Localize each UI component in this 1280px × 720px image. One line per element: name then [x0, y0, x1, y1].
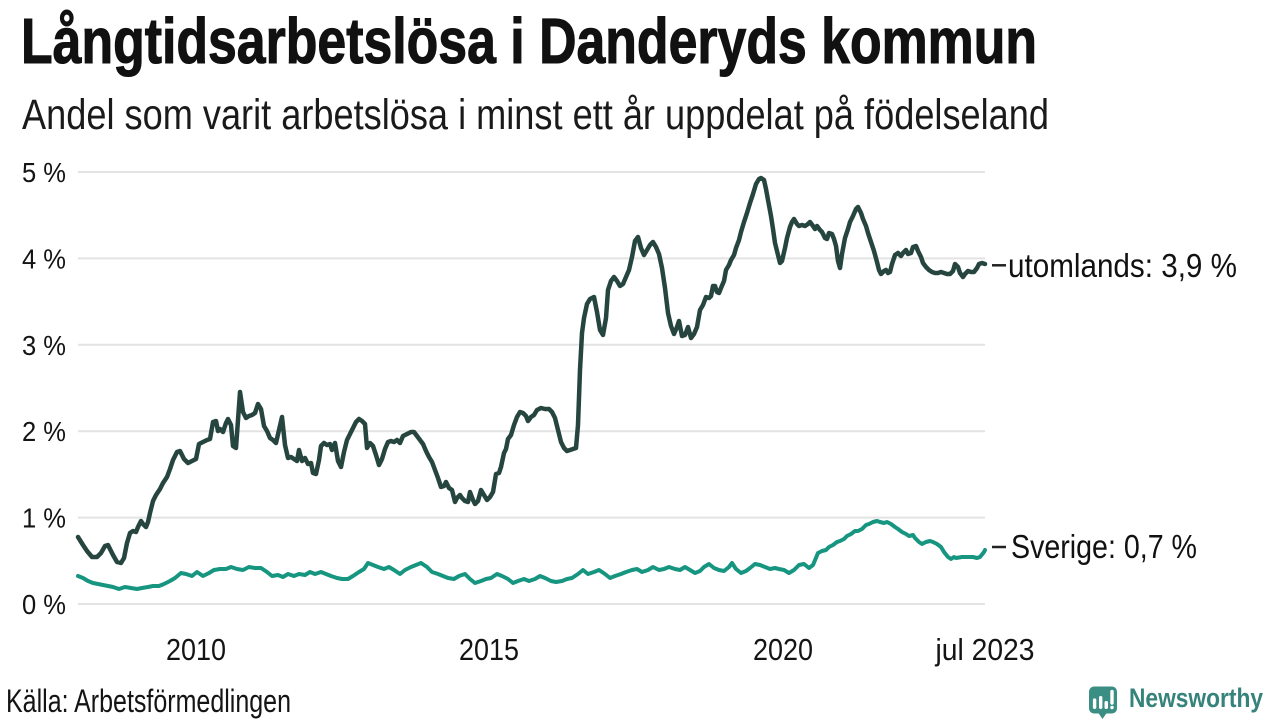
svg-text:2020: 2020 — [753, 632, 813, 667]
svg-text:2015: 2015 — [459, 632, 519, 667]
svg-text:2 %: 2 % — [22, 416, 66, 447]
svg-text:Långtidsarbetslösa i Danderyds: Långtidsarbetslösa i Danderyds kommun — [21, 5, 1037, 77]
svg-text:2010: 2010 — [166, 632, 226, 667]
svg-text:4 %: 4 % — [22, 243, 66, 274]
svg-text:Andel som varit arbetslösa i m: Andel som varit arbetslösa i minst ett å… — [22, 91, 1049, 139]
svg-text:3 %: 3 % — [22, 330, 66, 361]
svg-text:Newsworthy: Newsworthy — [1129, 683, 1263, 713]
svg-text:Källa: Arbetsförmedlingen: Källa: Arbetsförmedlingen — [6, 683, 291, 719]
svg-text:jul 2023: jul 2023 — [935, 632, 1035, 667]
svg-text:Sverige: 0,7 %: Sverige: 0,7 % — [1011, 528, 1197, 565]
svg-text:0 %: 0 % — [22, 589, 66, 620]
svg-text:1 %: 1 % — [22, 503, 66, 534]
svg-text:utomlands: 3,9 %: utomlands: 3,9 % — [1008, 247, 1237, 284]
svg-text:5 %: 5 % — [22, 157, 66, 188]
